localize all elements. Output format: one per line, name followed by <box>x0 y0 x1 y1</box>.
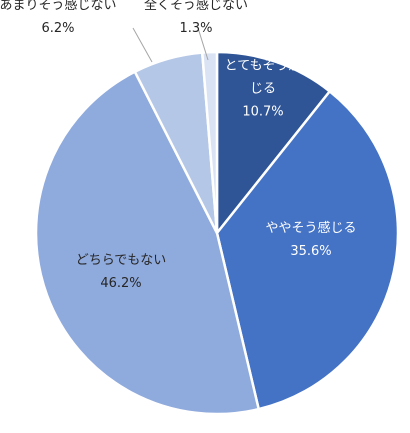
slice-value-very-much: 10.7% <box>242 105 283 120</box>
leader-line-not-at-all <box>197 27 209 61</box>
slice-category-very-much: じる <box>250 82 276 97</box>
slices-layer <box>34 50 400 416</box>
slice-category-not-at-all: 全くそう感じない <box>144 0 248 13</box>
leader-line-not-much <box>132 27 153 63</box>
pie-slice-neither <box>34 70 261 416</box>
slice-category-neither: どちらでもない <box>76 253 167 268</box>
slice-category-not-much: あまりそう感じない <box>0 0 117 13</box>
slice-value-not-much: 6.2% <box>41 21 74 36</box>
slice-category-very-much: とてもそう感 <box>225 58 302 74</box>
slice-label-neither: どちらでもない 46.2% <box>76 253 167 291</box>
slice-label-not-at-all: 全くそう感じない 1.3% <box>144 0 248 36</box>
slice-value-neither: 46.2% <box>100 276 141 291</box>
pie-slice-somewhat <box>215 89 400 411</box>
pie-slice-not-at-all <box>200 50 219 234</box>
slice-label-somewhat: ややそう感じる 35.6% <box>265 220 356 259</box>
pie-slice-very-much <box>215 50 332 237</box>
slice-label-not-much: あまりそう感じない 6.2% <box>0 0 117 36</box>
slice-category-somewhat: ややそう感じる <box>265 220 356 236</box>
leader-lines <box>132 27 209 63</box>
slice-value-not-at-all: 1.3% <box>179 21 212 36</box>
slice-value-somewhat: 35.6% <box>290 244 331 259</box>
